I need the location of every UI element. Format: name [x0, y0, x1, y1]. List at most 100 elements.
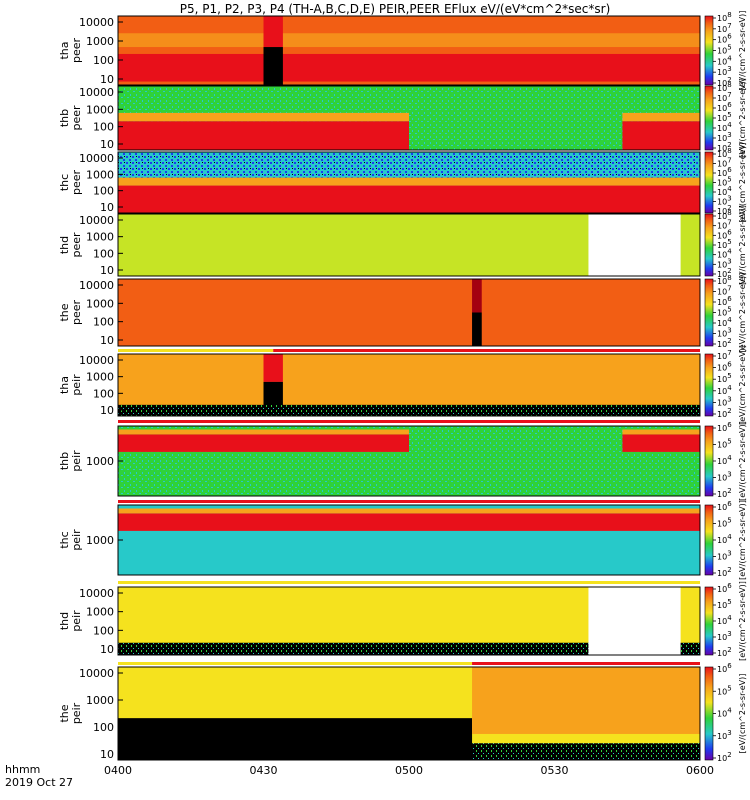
colorbar-tick-label: 106 — [717, 295, 732, 307]
gap-lower — [263, 47, 283, 85]
colorbar-tick-label: 103 — [717, 729, 732, 741]
y-tick-label: 10000 — [79, 16, 114, 29]
y-tick-label: 1000 — [86, 694, 114, 707]
colorbar-tick-label: 105 — [717, 238, 732, 250]
colorbar-tick-label: 102 — [717, 76, 732, 88]
colorbar-tick-label: 104 — [717, 248, 732, 260]
colorbar-tick-label: 104 — [717, 54, 732, 66]
colorbar-tick-label: 107 — [717, 285, 732, 297]
mode-bar-segment — [273, 349, 700, 352]
y-axis-label-probe: tha — [58, 41, 71, 59]
depletion-region — [409, 86, 623, 150]
colorbar-tick-label: 104 — [717, 707, 732, 719]
y-tick-label: 1000 — [86, 606, 114, 619]
colorbar-tick-label: 105 — [717, 598, 732, 610]
y-axis-label-species: peir — [70, 450, 83, 472]
y-tick-label: 100 — [93, 387, 114, 400]
colorbar — [704, 353, 714, 417]
colorbar-tick-label: 107 — [717, 22, 732, 34]
panel-frame — [117, 278, 701, 347]
colorbar-tick-label: 103 — [717, 257, 732, 269]
y-tick-label: 1000 — [86, 103, 114, 116]
spectrogram-panel-the-peir: 10 100 1000 10000 the peir 102 103 104 105 106 [eV/… — [58, 662, 747, 763]
colorbar-tick-label: 104 — [717, 614, 732, 626]
mode-bar-segment — [472, 662, 700, 665]
colorbar-tick-label: 105 — [717, 517, 732, 529]
colorbar-tick-label: 108 — [717, 11, 732, 23]
colorbar-tick-label: 103 — [717, 131, 732, 143]
y-axis-label-probe: thc — [58, 174, 71, 191]
mode-bar-segment — [118, 500, 700, 503]
colorbar-tick-label: 102 — [717, 487, 732, 499]
spectrogram-field — [118, 279, 700, 346]
colorbar-tick-label: 107 — [717, 219, 732, 231]
colorbar-label: [eV/(cm^2-s-sr-eV)] — [738, 421, 747, 501]
colorbar-tick-label: 105 — [717, 372, 732, 384]
colorbar-tick-label: 108 — [717, 147, 732, 159]
gap-upper — [472, 279, 482, 313]
colorbar-tick-label: 107 — [717, 91, 732, 103]
colorbar-tick-label: 103 — [717, 195, 732, 207]
x-tick-label: 0400 — [104, 764, 132, 777]
colorbar-tick-label: 106 — [717, 361, 732, 373]
colorbar-tick-label: 106 — [717, 500, 732, 512]
colorbar-tick-label: 104 — [717, 185, 732, 197]
colorbar — [704, 278, 714, 347]
colorbar-tick-label: 106 — [717, 582, 732, 594]
y-tick-label: 10000 — [79, 279, 114, 292]
y-tick-label: 10 — [100, 264, 114, 277]
colorbar-tick-label: 106 — [717, 101, 732, 113]
y-tick-label: 10000 — [79, 354, 114, 367]
y-tick-label: 1000 — [86, 231, 114, 244]
y-tick-label: 10 — [100, 73, 114, 86]
colorbar-tick-label: 102 — [717, 204, 732, 216]
y-axis-label-species: peer — [70, 38, 83, 64]
colorbar-tick-label: 104 — [717, 533, 732, 545]
y-tick-label: 100 — [93, 185, 114, 198]
gap-lower — [472, 312, 482, 346]
y-axis-label-probe: thc — [58, 531, 71, 548]
y-tick-label: 1000 — [86, 455, 114, 468]
colorbar — [704, 586, 714, 656]
spectrogram-panel-thb-peir: 1000 thb peir 102 103 104 105 106 [eV/(cm^2-s-sr… — [58, 421, 747, 501]
y-tick-label: 100 — [93, 247, 114, 260]
y-tick-label: 1000 — [86, 35, 114, 48]
colorbar-tick-label: 106 — [717, 166, 732, 178]
colorbar-label: [eV/(cm^2-s-sr-eV)] — [738, 273, 747, 353]
date-label: 2019 Oct 27 — [5, 776, 73, 789]
colorbar-tick-label: 108 — [717, 81, 732, 93]
spectrogram-panel-thd-peir: 10 100 1000 10000 thd peir 102 103 104 105 106 [eV/… — [58, 581, 747, 661]
y-tick-label: 10 — [100, 138, 114, 151]
colorbar-tick-label: 104 — [717, 384, 732, 396]
y-tick-label: 100 — [93, 316, 114, 329]
colorbar-tick-label: 106 — [717, 228, 732, 240]
panel-frame — [117, 353, 701, 417]
mode-bar-segment — [118, 349, 274, 352]
y-tick-label: 100 — [93, 721, 114, 734]
colorbar-tick-label: 104 — [717, 316, 732, 328]
y-axis-label-species: peir — [70, 702, 83, 724]
panel-frame — [117, 586, 701, 656]
low-energy-band — [118, 185, 700, 213]
y-axis-label-species: peer — [70, 105, 83, 131]
colorbar — [704, 504, 714, 576]
y-tick-label: 1000 — [86, 371, 114, 384]
y-axis-label-species: peir — [70, 529, 83, 551]
y-axis-label-probe: thb — [58, 452, 71, 470]
colorbar-tick-label: 102 — [717, 267, 732, 279]
y-axis-label-species: peer — [70, 232, 83, 258]
colorbar-tick-label: 107 — [717, 349, 732, 361]
colorbar — [704, 213, 714, 277]
depletion-region — [409, 426, 623, 496]
colorbar-tick-label: 105 — [717, 111, 732, 123]
colorbar-tick-label: 103 — [717, 395, 732, 407]
y-tick-label: 1000 — [86, 297, 114, 310]
x-tick-label: 0600 — [686, 764, 714, 777]
no-data-region — [588, 214, 681, 276]
edge-band — [118, 508, 700, 514]
